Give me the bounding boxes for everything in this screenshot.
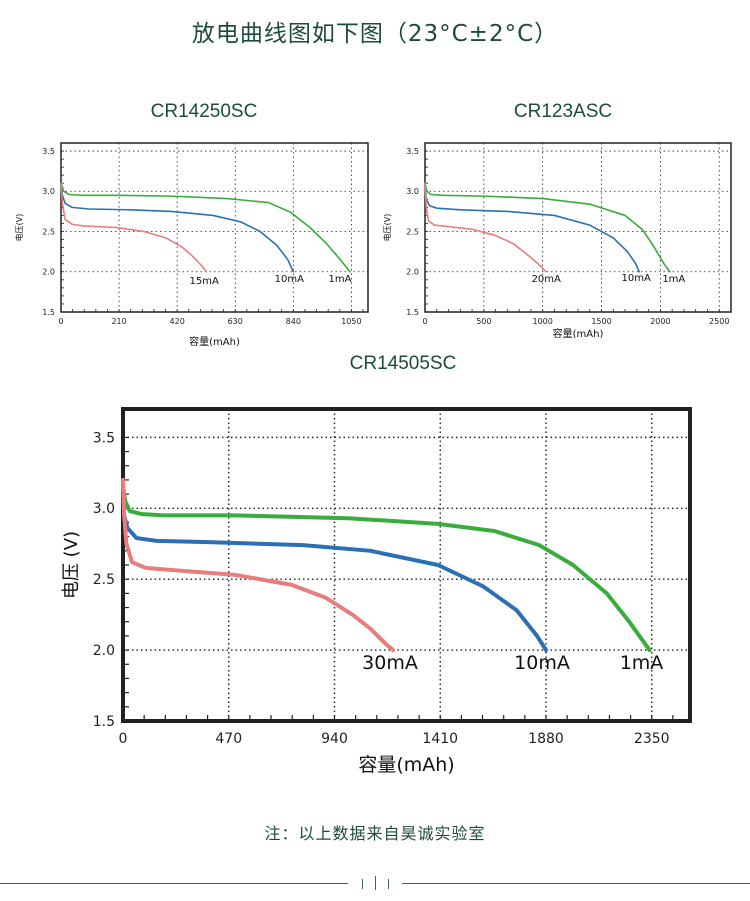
chart2-xtick-label: 1880 <box>528 731 564 747</box>
chart0-xtick-label: 840 <box>286 317 301 326</box>
chart1-y-axis-label: 电压(V) <box>382 214 392 242</box>
footer-tick <box>362 879 363 889</box>
chart-title-cr123asc: CR123ASC <box>513 101 613 122</box>
chart1-xtick-label: 0 <box>422 317 427 326</box>
chart0-series-10ma <box>60 182 295 273</box>
chart0-xtick-label: 0 <box>58 317 63 326</box>
chart1-xtick-label: 2500 <box>709 317 729 326</box>
chart0-series-1ma <box>60 182 351 273</box>
footnote: 注：以上数据来自昊诚实验室 <box>264 824 486 843</box>
chart0-xtick-label: 420 <box>170 317 185 326</box>
chart2-xtick-label: 940 <box>321 731 348 747</box>
chart2-series-1ma <box>121 485 652 653</box>
chart1-x-axis-label: 容量(mAh) <box>553 327 604 340</box>
chart1-series-10ma <box>424 182 641 273</box>
chart0-xtick-label: 630 <box>228 317 243 326</box>
chart1-xtick-label: 1500 <box>591 317 611 326</box>
chart2-series-label-30ma: 30mA <box>362 652 418 674</box>
chart-title-cr14505sc: CR14505SC <box>349 353 457 374</box>
footer-divider-right <box>402 883 750 884</box>
footer-tick <box>388 879 389 889</box>
chart0-ytick-label: 2.5 <box>42 227 55 236</box>
chart2-series-label-10ma: 10mA <box>514 652 570 674</box>
chart1-ytick-label: 3.5 <box>406 147 419 156</box>
chart1-series-label-10ma: 10mA <box>622 273 651 284</box>
chart0-plot-frame <box>60 142 369 313</box>
footer-divider-left <box>0 883 348 884</box>
chart2-ytick-label: 3.5 <box>93 430 115 446</box>
chart2-x-axis-label: 容量(mAh) <box>358 754 454 776</box>
chart2-y-axis-label: 电压 (V) <box>61 531 82 599</box>
chart2-xtick-label: 470 <box>215 731 242 747</box>
chart2-series-10ma <box>121 485 548 653</box>
chart0-ytick-label: 3.0 <box>42 187 55 196</box>
chart0-xtick-label: 210 <box>111 317 126 326</box>
chart0-series-label-1ma: 1mA <box>329 274 352 285</box>
chart1-series-label-1ma: 1mA <box>662 274 685 285</box>
chart0-ytick-label: 3.5 <box>42 147 55 156</box>
chart1-ytick-label: 2.0 <box>406 268 419 277</box>
chart2-xtick-label: 2350 <box>634 731 670 747</box>
page-title: 放电曲线图如下图（23°C±2°C） <box>191 21 559 47</box>
chart1-xtick-label: 500 <box>476 317 491 326</box>
chart2-ytick-label: 2.0 <box>93 643 115 659</box>
chart-title-cr14250sc: CR14250SC <box>150 101 258 122</box>
footer-tick <box>375 876 376 890</box>
chart2-series-30ma <box>121 477 395 653</box>
chart1-series-20ma <box>424 182 548 273</box>
chart1-series-1ma <box>424 182 671 273</box>
chart2-series-label-1ma: 1mA <box>620 652 664 674</box>
chart1-ytick-label: 3.0 <box>406 187 419 196</box>
chart0-x-axis-label: 容量(mAh) <box>189 335 240 348</box>
chart0-y-axis-label: 电压(V) <box>14 214 24 242</box>
chart2-xtick-label: 1410 <box>422 731 458 747</box>
chart2-ytick-label: 2.5 <box>93 572 115 588</box>
chart1-plot-frame <box>424 142 732 313</box>
chart0-series-label-15ma: 15mA <box>190 276 219 287</box>
chart1-series-label-20ma: 20mA <box>532 274 561 285</box>
chart1-xtick-label: 1000 <box>533 317 553 326</box>
chart0-ytick-label: 1.5 <box>42 308 55 317</box>
chart0-ytick-label: 2.0 <box>42 268 55 277</box>
chart2-xtick-label: 0 <box>119 731 128 747</box>
chart2-ytick-label: 3.0 <box>93 501 115 517</box>
chart1-ytick-label: 1.5 <box>406 308 419 317</box>
chart0-series-15ma <box>60 182 208 273</box>
chart1-xtick-label: 2000 <box>650 317 670 326</box>
chart2-ytick-label: 1.5 <box>93 714 115 730</box>
chart2-plot-frame <box>121 407 692 723</box>
chart0-series-label-10ma: 10mA <box>275 274 304 285</box>
chart1-ytick-label: 2.5 <box>406 227 419 236</box>
chart0-xtick-label: 1050 <box>341 317 361 326</box>
